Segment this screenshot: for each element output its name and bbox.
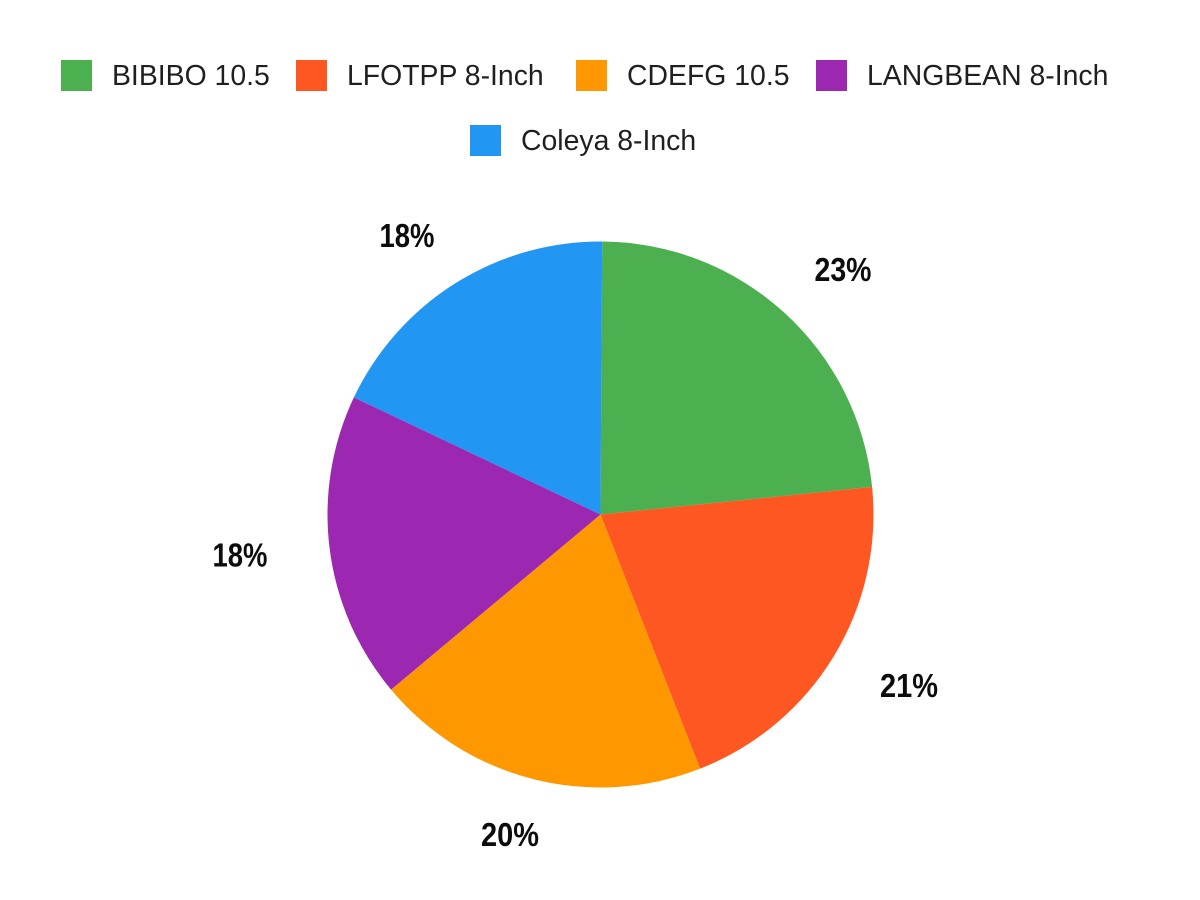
svg-text:20%: 20% [481, 816, 539, 853]
svg-text:21%: 21% [880, 667, 938, 704]
svg-text:23%: 23% [815, 251, 872, 288]
svg-text:18%: 18% [213, 537, 268, 574]
svg-text:18%: 18% [380, 217, 435, 254]
